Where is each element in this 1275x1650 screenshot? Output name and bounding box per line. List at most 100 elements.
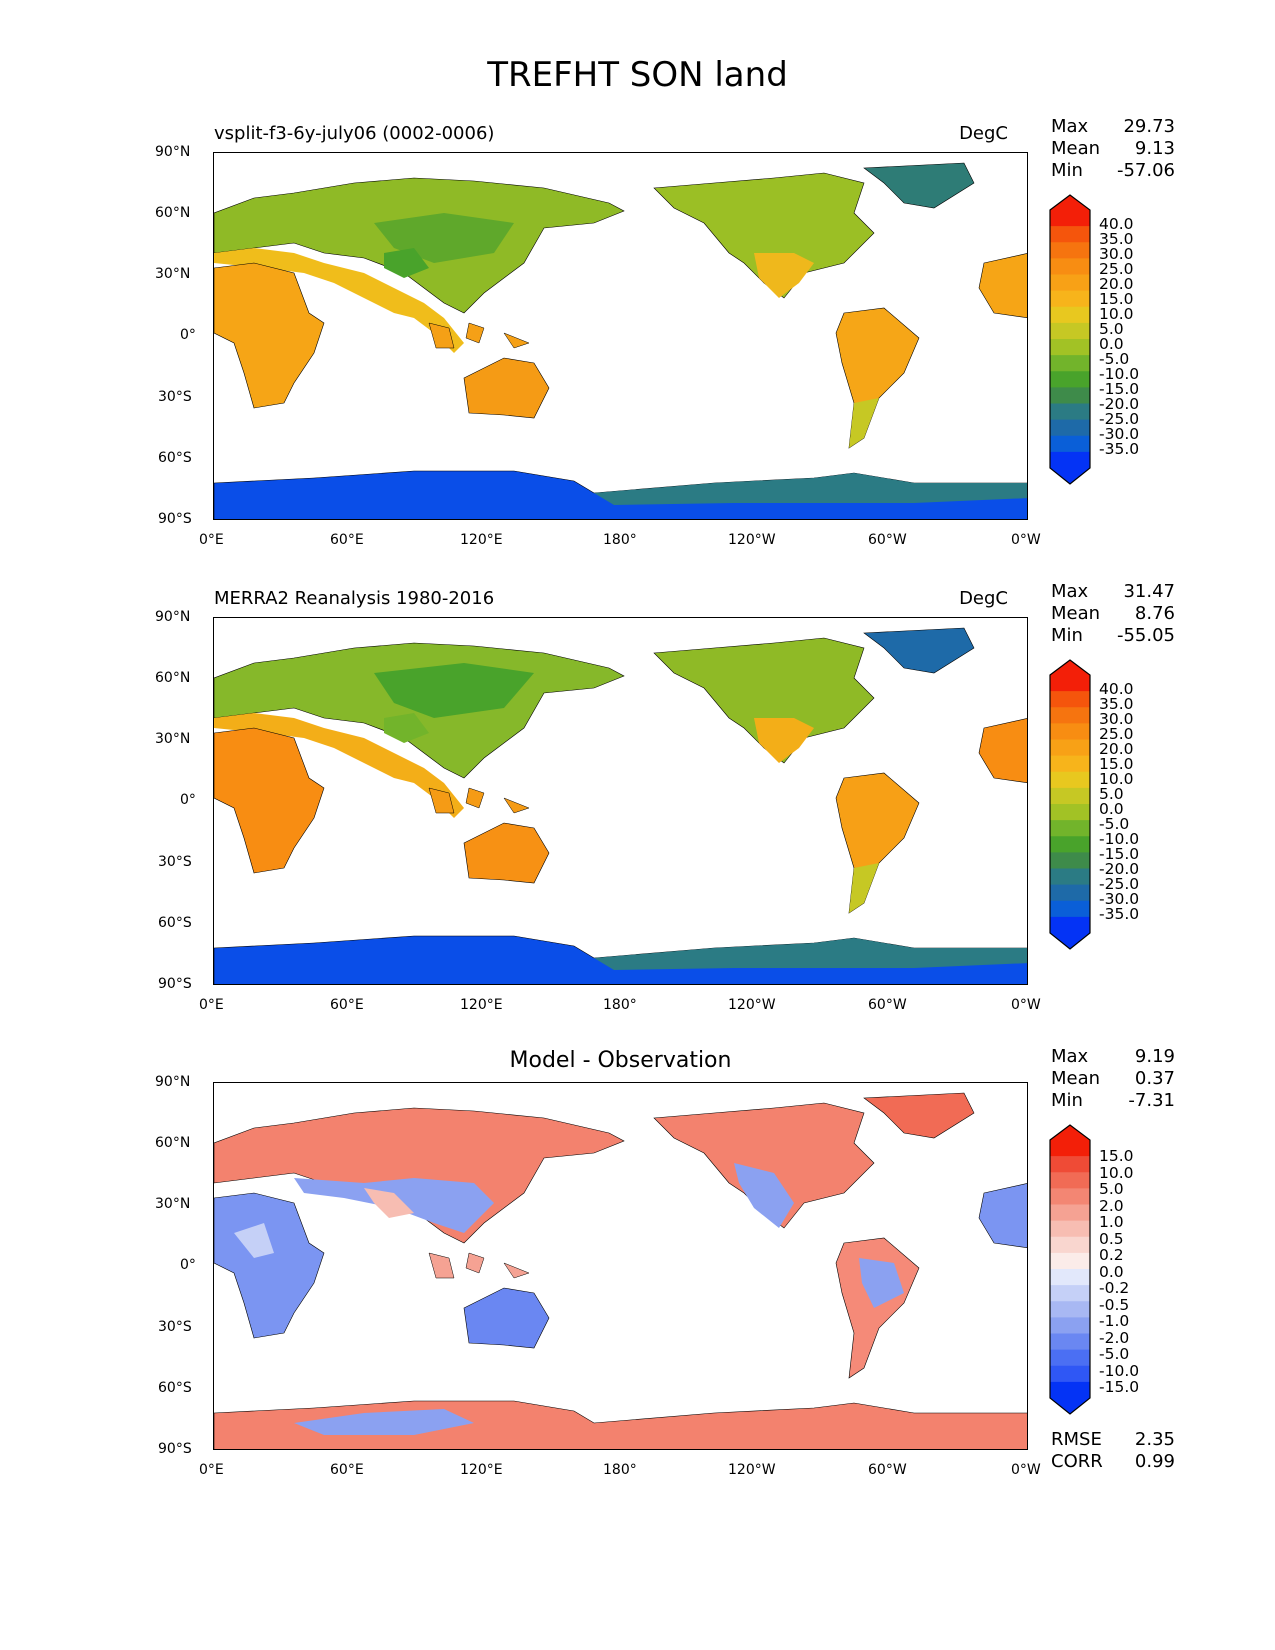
panel-1-cbar-label-3: 25.0	[1099, 260, 1134, 278]
panel-3-cbar-label-1: 10.0	[1099, 1163, 1134, 1182]
panel-3-west-africa	[978, 1183, 1027, 1249]
panel-1-tibet	[384, 248, 429, 278]
panel-3-cbar-label-13: -10.0	[1099, 1361, 1140, 1380]
colorbar-swatch	[1050, 1349, 1090, 1367]
panel-1-xtick-3: 180°	[603, 532, 637, 548]
panel-2-cbar-label-0: 40.0	[1099, 680, 1134, 698]
panel-2-us-south	[754, 718, 814, 763]
panel-2-maritime	[428, 787, 530, 814]
panel-1-cbar-label-13: -25.0	[1099, 410, 1140, 428]
panel-3-map	[213, 1082, 1028, 1450]
panel-1-south-asia	[214, 248, 464, 353]
panel-1-colorbar-outline	[1049, 194, 1091, 485]
panel-2-south-asia	[214, 713, 464, 818]
colorbar-swatch	[1050, 755, 1090, 773]
panel-1-us-south	[754, 253, 814, 298]
colorbar-swatch	[1050, 1236, 1090, 1254]
panel-2-south-america	[835, 772, 920, 914]
panel-3-xtick-4: 120°W	[728, 1462, 776, 1478]
panel-3-rmse-label: RMSE	[1051, 1429, 1102, 1450]
panel-1-cbar-label-14: -30.0	[1099, 425, 1140, 443]
colorbar-swatch	[1050, 1204, 1090, 1222]
panel-1-cbar-label-2: 30.0	[1099, 245, 1134, 263]
panel-2-north-america	[653, 637, 875, 764]
panel-3-colorbar-labels: 15.0 10.0 5.0 2.0 1.0 0.5 0.2 0.0 -0.2 -…	[1099, 1148, 1139, 1396]
colorbar-swatch	[1050, 226, 1090, 243]
panel-3-india	[364, 1188, 414, 1218]
panel-2-stat-min-label: Min	[1051, 625, 1083, 646]
colorbar-swatch	[1050, 371, 1090, 388]
colorbar-swatch	[1050, 290, 1090, 308]
colorbar-extend-max	[1050, 660, 1090, 675]
panel-1-cbar-label-11: -15.0	[1099, 380, 1140, 398]
panel-2-west-africa	[978, 718, 1027, 784]
panel-1-north-america	[653, 172, 875, 299]
panel-3-corr-label: CORR	[1051, 1451, 1103, 1472]
panel-1-xtick-4: 120°W	[728, 532, 776, 548]
panel-2-cbar-label-4: 20.0	[1099, 740, 1134, 758]
colorbar-swatch	[1050, 1269, 1090, 1286]
panel-1-ytick-3: 0°	[180, 327, 196, 343]
panel-3-xtick-6: 0°W	[1011, 1462, 1041, 1478]
panel-1-xtick-1: 60°E	[330, 532, 364, 548]
panel-3-xtick-1: 60°E	[330, 1462, 364, 1478]
panel-1-cbar-label-7: 5.0	[1099, 320, 1124, 338]
panel-3-stat-min-value: -7.31	[1128, 1090, 1175, 1111]
panel-2-cbar-label-15: -35.0	[1099, 905, 1140, 923]
panel-3-cbar-label-2: 5.0	[1099, 1180, 1124, 1198]
colorbar-swatch	[1050, 322, 1090, 340]
panel-3-cbar-label-8: -0.2	[1099, 1279, 1130, 1297]
panel-2-patagonia	[849, 863, 879, 913]
panel-3-cbar-label-11: -2.0	[1099, 1328, 1130, 1347]
panel-1-australia	[463, 357, 550, 419]
panel-2-ytick-3: 0°	[180, 792, 196, 808]
panel-3-colorbar	[1049, 1124, 1091, 1415]
colorbar-swatch	[1050, 387, 1090, 404]
panel-2-xtick-5: 60°W	[868, 997, 907, 1013]
panel-1-xtick-5: 60°W	[868, 532, 907, 548]
panel-2-cbar-label-5: 15.0	[1099, 755, 1134, 773]
panel-2-stat-mean-value: 8.76	[1134, 603, 1175, 624]
panel-3-east-antarctica	[294, 1409, 474, 1435]
panel-3-cbar-label-3: 2.0	[1099, 1196, 1124, 1215]
panel-2-colorbar	[1049, 659, 1091, 950]
panel-2-ytick-5: 60°S	[158, 915, 192, 931]
panel-3-xtick-3: 180°	[603, 1462, 637, 1478]
panel-3-stat-mean-label: Mean	[1051, 1068, 1101, 1089]
panel-3-africa	[214, 1192, 325, 1339]
panel-3-ytick-1: 60°N	[155, 1135, 191, 1151]
panel-1-cbar-label-5: 15.0	[1099, 290, 1134, 308]
panel-3-rockies	[734, 1163, 794, 1228]
colorbar-swatch	[1050, 306, 1090, 324]
panel-2-xtick-2: 120°E	[460, 997, 503, 1013]
panel-2-antarctica-edge	[594, 938, 1027, 970]
panel-1-cbar-label-9: -5.0	[1099, 350, 1130, 368]
colorbar-swatch	[1050, 1317, 1090, 1334]
panel-2-cbar-label-2: 30.0	[1099, 710, 1134, 728]
panel-1-colorbar	[1049, 194, 1091, 485]
colorbar-swatch	[1050, 675, 1090, 692]
panel-1-colorbar-labels: 40.0 35.0 30.0 25.0 20.0 15.0 10.0 5.0 0…	[1099, 216, 1140, 458]
colorbar-swatch	[1050, 900, 1090, 918]
colorbar-swatch	[1050, 242, 1090, 259]
panel-3-ytick-5: 60°S	[158, 1380, 192, 1396]
panel-1-ytick-0: 90°N	[155, 144, 191, 160]
panel-3-stat-max-label: Max	[1051, 1046, 1089, 1067]
panel-3-rmse-value: 2.35	[1134, 1429, 1175, 1450]
panel-1-ytick-6: 90°S	[158, 511, 192, 527]
panel-3-corr-value: 0.99	[1134, 1451, 1175, 1472]
panel-3-maritime	[428, 1252, 530, 1279]
colorbar-swatch	[1050, 451, 1090, 469]
colorbar-swatch	[1050, 1365, 1090, 1383]
colorbar-extend-max	[1050, 1125, 1090, 1140]
panel-2-xtick-6: 0°W	[1011, 997, 1041, 1013]
panel-2-stat-max-label: Max	[1051, 581, 1089, 602]
panel-3-cbar-label-7: 0.0	[1099, 1262, 1124, 1281]
panel-3-ytick-3: 0°	[180, 1257, 196, 1273]
panel-1-africa	[214, 262, 325, 409]
panel-3-xtick-0: 0°E	[199, 1462, 224, 1478]
colorbar-swatch	[1050, 723, 1090, 740]
panel-3-amazon	[859, 1258, 904, 1308]
panel-1-cbar-label-15: -35.0	[1099, 440, 1140, 458]
panel-1-stat-max-label: Max	[1051, 116, 1089, 137]
